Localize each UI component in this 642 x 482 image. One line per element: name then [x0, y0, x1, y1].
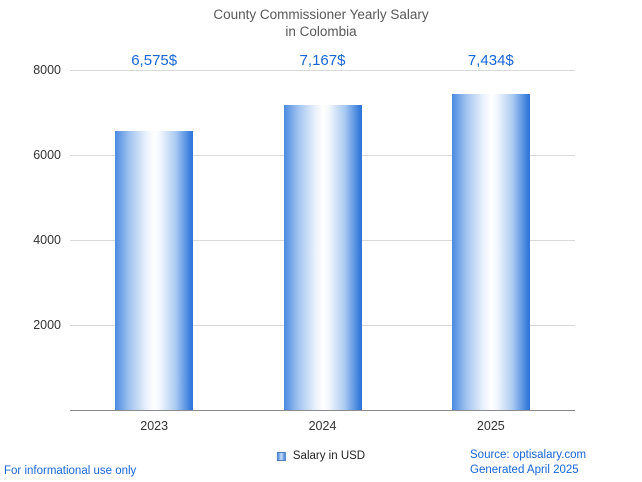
bar — [115, 130, 194, 410]
bar-value-label: 7,434$ — [467, 52, 514, 69]
legend-label: Salary in USD — [292, 450, 366, 462]
generated-text: Generated April 2025 — [470, 464, 579, 476]
bar — [283, 105, 362, 410]
gridline — [70, 70, 575, 71]
source-text: Source: optisalary.com — [470, 449, 587, 461]
y-axis-tick-label: 6000 — [33, 148, 61, 162]
y-axis-tick-label: 4000 — [33, 233, 61, 247]
x-axis-label: 2024 — [308, 419, 337, 433]
legend-swatch-icon — [276, 451, 286, 461]
legend: Salary in USD — [276, 450, 366, 462]
plot-area: 2000 4000 6000 8000 6,575$ 2023 7,167$ 2024 7,43… — [33, 52, 575, 433]
bar-value-label: 7,167$ — [299, 52, 346, 69]
bar — [451, 94, 530, 410]
x-axis-label: 2023 — [140, 419, 169, 433]
disclaimer-text: For informational use only — [4, 465, 137, 477]
y-axis-tick-label: 8000 — [33, 63, 61, 77]
y-axis-tick-label: 2000 — [33, 318, 61, 332]
chart-title: County Commissioner Yearly Salary in Col… — [0, 6, 642, 40]
source-block: Source: optisalary.com Generated April 2… — [470, 448, 586, 478]
x-axis-label: 2025 — [476, 419, 505, 433]
chart-title-line2: in Colombia — [285, 24, 357, 39]
chart-title-line1: County Commissioner Yearly Salary — [213, 7, 429, 22]
bar-value-label: 6,575$ — [131, 52, 178, 69]
